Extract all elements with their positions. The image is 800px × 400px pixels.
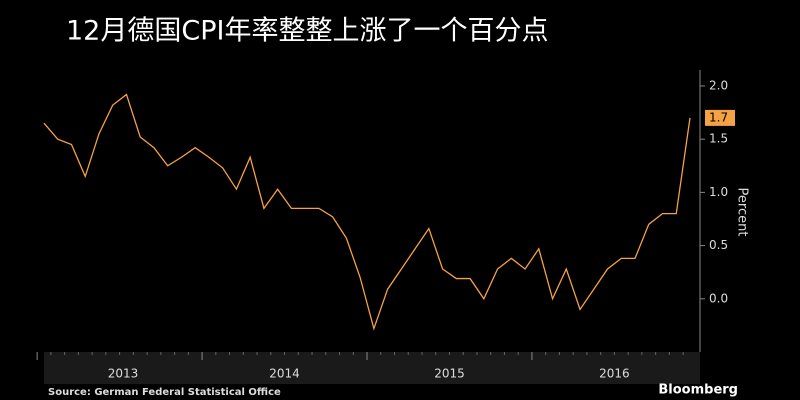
source: Source: German Federal Statistical Offic… [48, 387, 281, 398]
x-tick-label: 2015 [434, 367, 465, 381]
y-tick-label: 1.0 [709, 185, 728, 199]
line [43, 93, 691, 331]
last-value-box [705, 109, 735, 126]
x-tick-label: 2013 [108, 367, 139, 381]
y-axis-label: Percent [735, 188, 750, 237]
x-axis-band [44, 352, 700, 384]
y-tick-label: 0.5 [709, 238, 728, 252]
y-tick-label: 0.0 [709, 291, 728, 305]
chart-title: 12月德国CPI年率整整上涨了一个百分点 [66, 16, 548, 47]
y-tick-label: 1.5 [709, 132, 728, 146]
x-tick-label: 2016 [599, 367, 630, 381]
x-tick-label: 2014 [269, 367, 300, 381]
y-tick-label: 2.0 [709, 78, 728, 92]
last-value-label: 1.7 [709, 110, 728, 124]
brand: Bloomberg [658, 383, 738, 398]
